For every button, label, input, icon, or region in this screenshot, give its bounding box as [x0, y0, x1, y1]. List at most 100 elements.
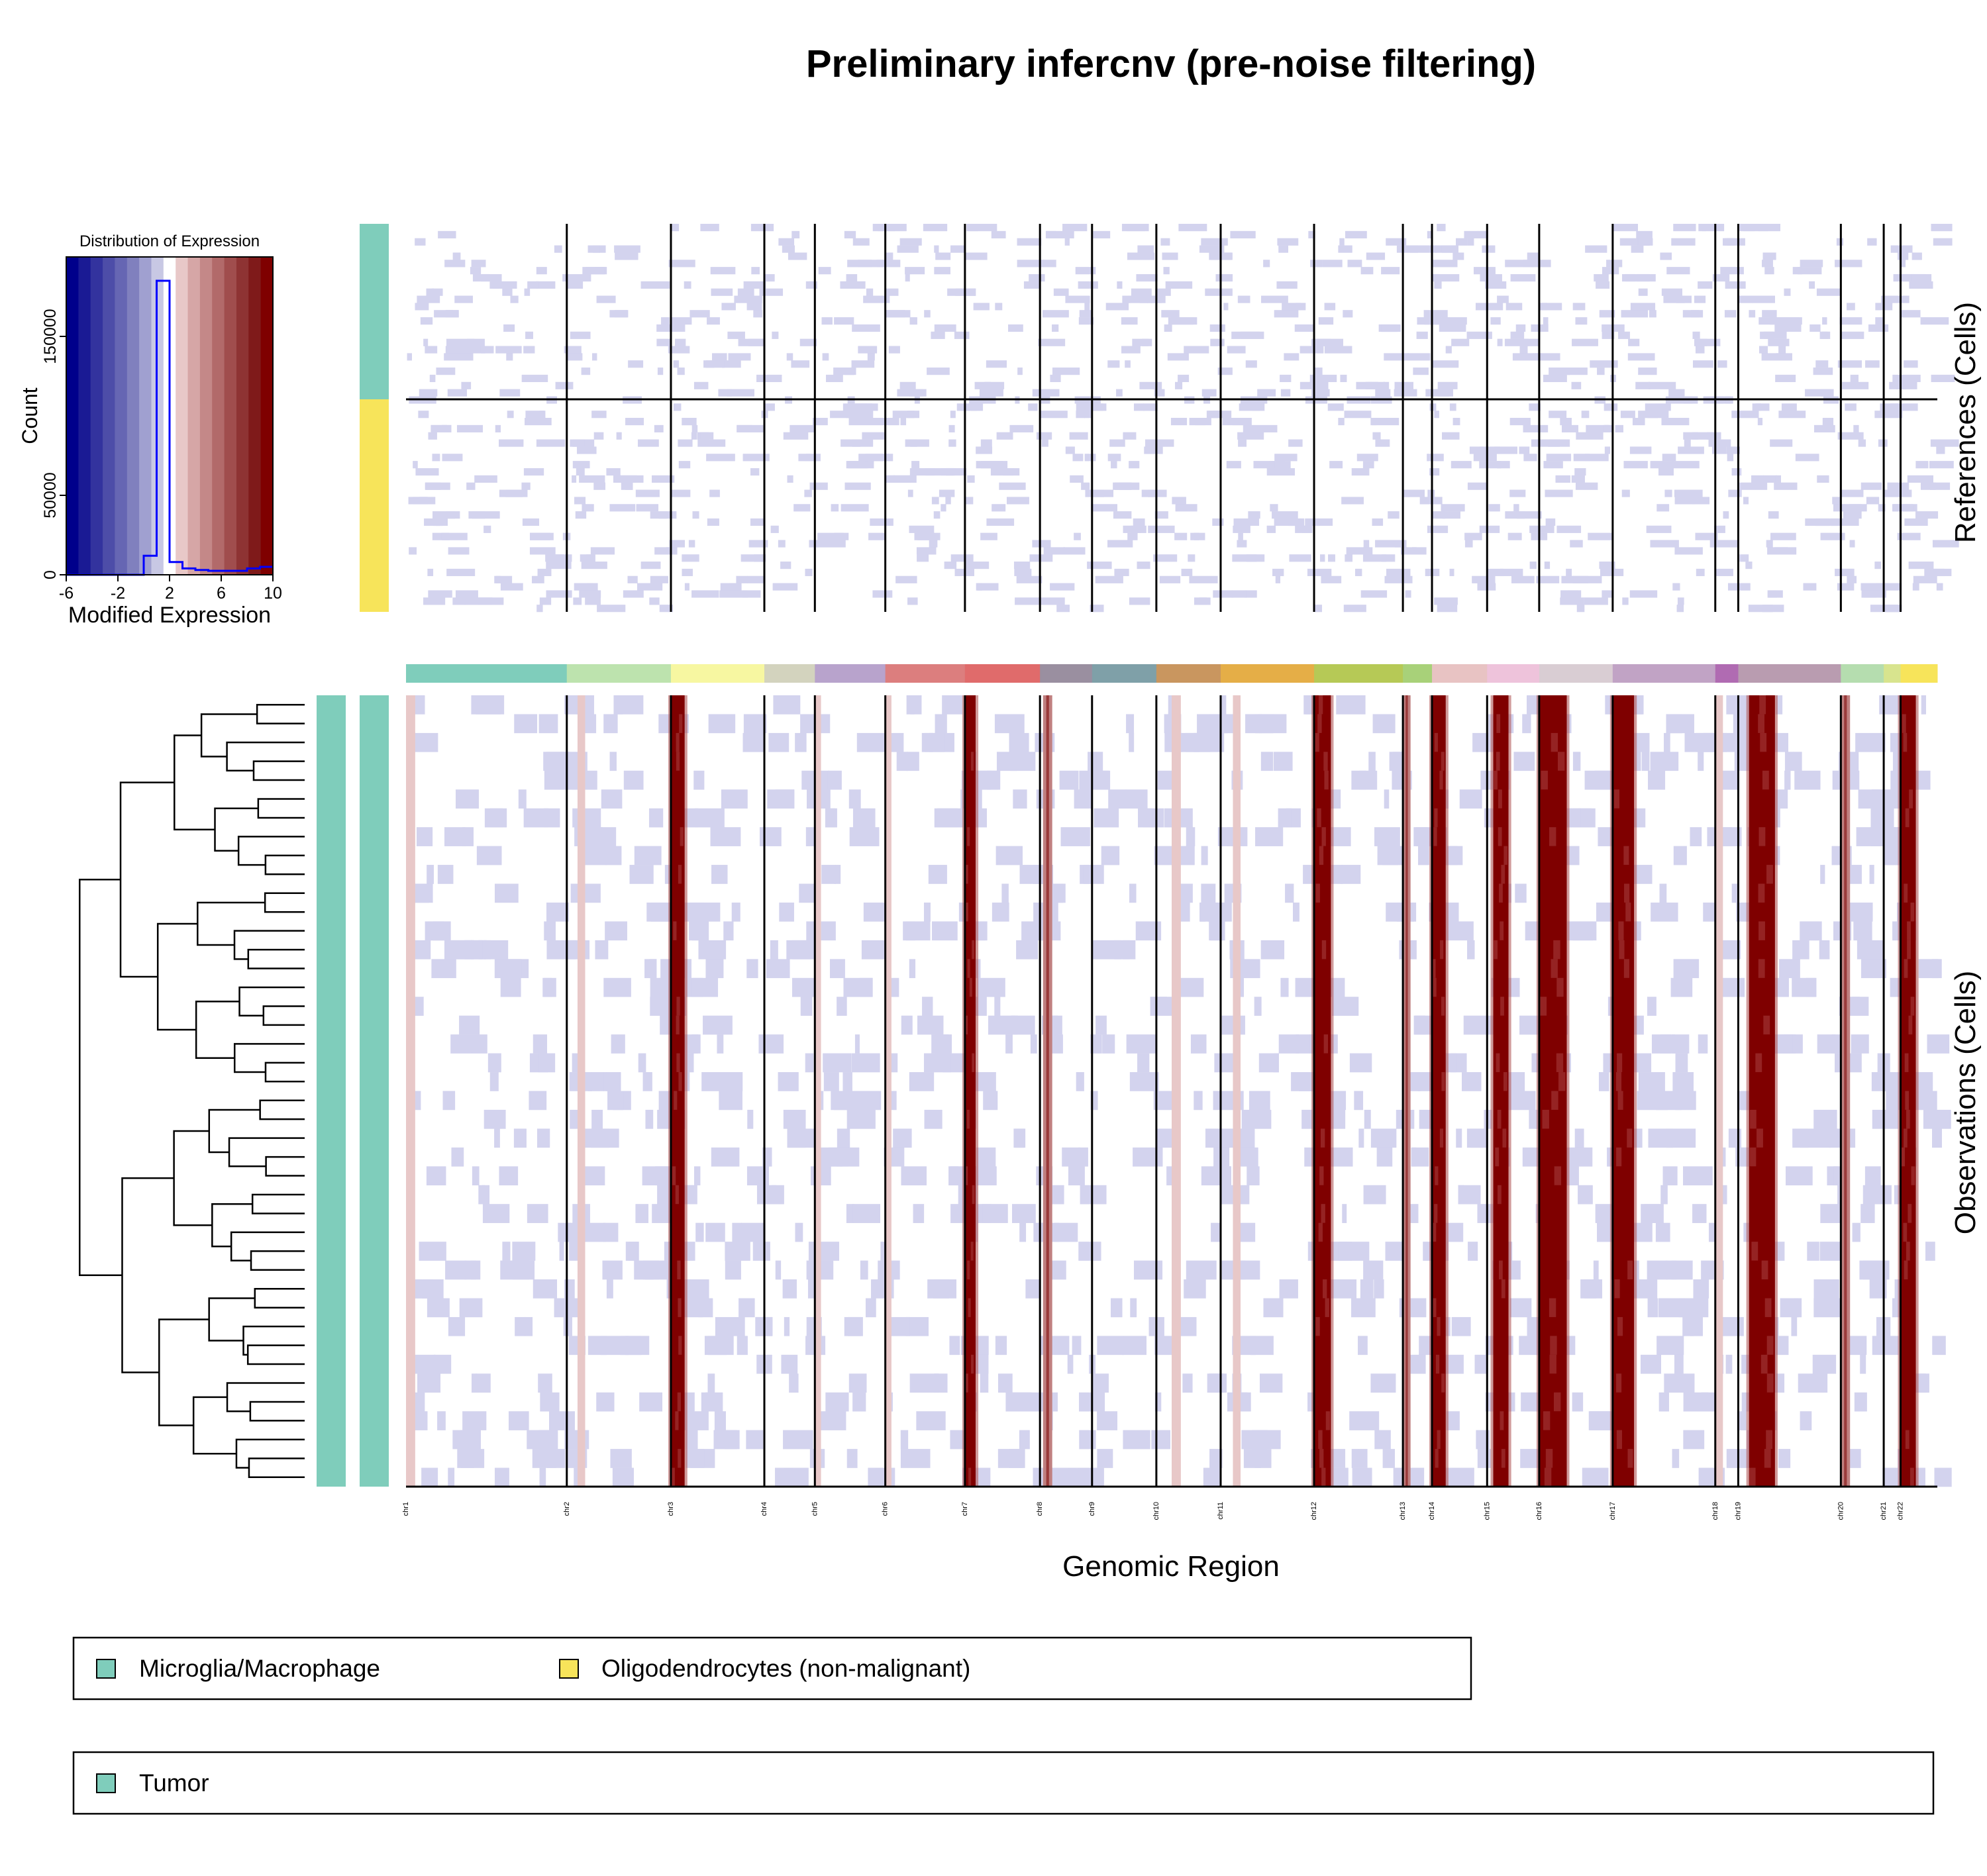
observation-cell-segment [1793, 1298, 1799, 1318]
gain-texture [966, 1109, 970, 1129]
observation-cell-segment [906, 752, 919, 771]
gain-texture [1315, 1316, 1320, 1336]
observation-cell-segment [994, 997, 1001, 1016]
observation-cell-segment [1664, 1373, 1695, 1393]
gain-texture [1619, 940, 1625, 960]
reference-cell-segment [1611, 224, 1639, 232]
legend-swatch [559, 1659, 579, 1679]
reference-cell-segment [1724, 310, 1737, 318]
reference-cell-segment [409, 547, 417, 555]
reference-cell-segment [977, 583, 999, 591]
observation-cell-segment [1666, 1128, 1674, 1148]
observation-cell-segment [1683, 1430, 1705, 1450]
reference-cell-segment [909, 317, 917, 325]
gain-texture [677, 1260, 681, 1280]
reference-cell-segment [1813, 368, 1833, 375]
reference-cell-segment [907, 597, 918, 605]
observation-cell-segment [513, 1260, 535, 1280]
observation-cell-segment [1201, 846, 1208, 865]
reference-cell-segment [1155, 288, 1171, 296]
reference-cell-segment [1231, 590, 1247, 598]
reference-cell-segment [700, 224, 719, 232]
observation-cell-segment [538, 1373, 552, 1393]
reference-cell-segment [1764, 331, 1787, 339]
reference-cell-segment [1375, 439, 1390, 447]
observation-cell-segment [538, 1053, 556, 1073]
reference-cell-segment [1441, 504, 1465, 512]
reference-cell-segment [1717, 360, 1727, 368]
reference-cell-segment [1912, 583, 1919, 591]
observation-cell-segment [786, 940, 811, 960]
reference-cell-segment [1111, 461, 1117, 469]
reference-cell-segment [1081, 482, 1090, 490]
gain-texture [1550, 1336, 1557, 1355]
observation-cell-segment [1358, 1449, 1368, 1468]
reference-cell-segment [1050, 583, 1075, 591]
reference-cell-segment [1757, 418, 1763, 426]
reference-cell-segment [1467, 482, 1488, 490]
reference-cell-segment [1343, 605, 1366, 613]
histogram-x-tick-label: 10 [264, 584, 282, 603]
reference-cell-segment [1434, 597, 1458, 605]
observation-cell-segment [1860, 1354, 1866, 1374]
observation-cell-segment [1672, 1128, 1696, 1148]
reference-cell-segment [1523, 454, 1537, 462]
gain-texture [1503, 846, 1508, 865]
observation-cell-segment [1209, 921, 1225, 941]
reference-cell-segment [1143, 403, 1158, 411]
gain-texture [1749, 1109, 1757, 1129]
reference-cell-segment [747, 575, 766, 583]
observation-cell-segment [1211, 1222, 1222, 1242]
observation-cell-segment [1849, 752, 1859, 771]
gain-edge [1774, 695, 1778, 1487]
observation-cell-segment [1721, 1316, 1744, 1336]
observation-cell-segment [1009, 1449, 1025, 1468]
reference-cell-segment [1751, 475, 1764, 483]
observation-cell-segment [783, 1109, 806, 1129]
observation-cell-segment [708, 714, 736, 734]
reference-cell-segment [474, 475, 497, 483]
reference-cell-segment [1384, 575, 1413, 583]
dendrogram-branch [250, 1250, 305, 1271]
gain-region-chr2 [577, 695, 586, 1487]
reference-cell-segment [415, 303, 429, 311]
observation-cell-segment [1664, 732, 1670, 752]
observation-cell-segment [1655, 1222, 1670, 1242]
reference-cell-segment [1800, 260, 1823, 268]
gain-region-chr17 [1612, 695, 1635, 1487]
reference-cell-segment [1590, 360, 1618, 368]
reference-cell-segment [1441, 432, 1460, 440]
observation-cell-segment [606, 1279, 613, 1299]
reference-cell-segment [1159, 575, 1181, 583]
reference-cell-segment [793, 504, 811, 512]
reference-cell-segment [1405, 590, 1411, 598]
observation-cell-segment [483, 940, 509, 960]
reference-cell-segment [905, 267, 925, 275]
reference-cell-segment [1485, 281, 1507, 289]
observation-group-bar [360, 695, 389, 1487]
reference-cell-segment [877, 224, 895, 232]
observation-cell-segment [1725, 1354, 1733, 1374]
reference-cell-segment [1063, 547, 1086, 555]
observation-cell-segment [1209, 1449, 1223, 1468]
reference-cell-segment [1329, 461, 1343, 469]
gain-texture [965, 902, 968, 922]
reference-cell-segment [1052, 324, 1059, 332]
reference-cell-segment [1043, 310, 1069, 318]
observation-cell-segment [1451, 1053, 1456, 1073]
reference-cell-segment [1469, 446, 1484, 454]
reference-cell-segment [431, 424, 452, 433]
gain-texture [1749, 1147, 1757, 1167]
observation-cell-segment [437, 865, 454, 884]
gain-region-chr5 [815, 695, 821, 1487]
observation-cell-segment [783, 1430, 813, 1450]
observation-cell-segment [995, 1336, 1007, 1356]
reference-cell-segment [970, 403, 984, 411]
reference-cell-segment [1878, 504, 1886, 512]
reference-cell-segment [678, 439, 693, 447]
observation-cell-segment [1110, 1298, 1123, 1318]
reference-cell-segment [426, 288, 434, 296]
figure-title: Preliminary infercnv (pre-noise filterin… [806, 42, 1536, 85]
observation-cell-segment [1248, 1091, 1270, 1111]
observation-cell-segment [901, 1166, 927, 1186]
